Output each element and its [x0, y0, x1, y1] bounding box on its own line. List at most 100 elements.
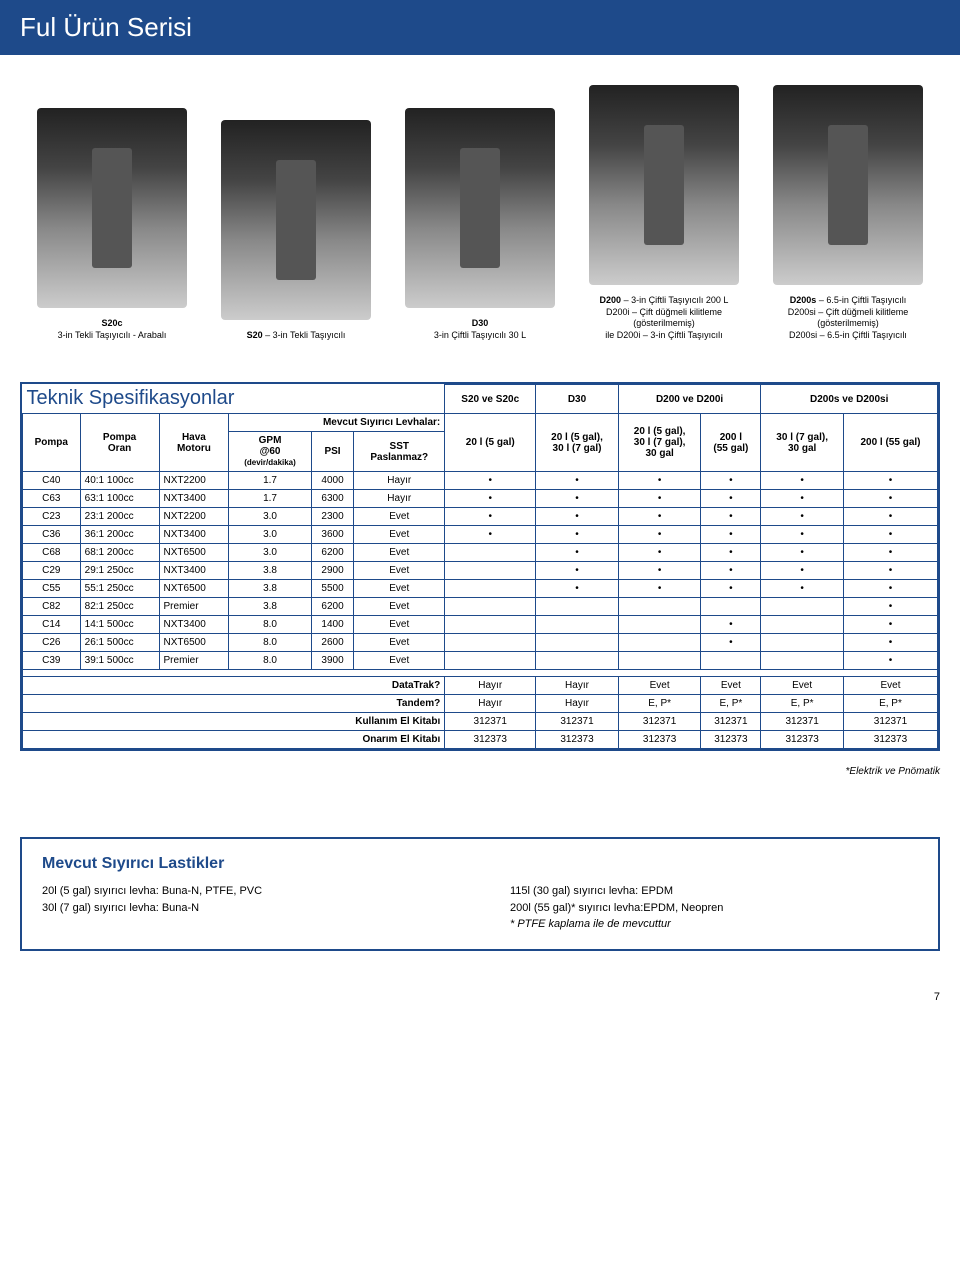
- table-cell: NXT3400: [159, 490, 229, 508]
- footer-cell: 312373: [445, 731, 536, 749]
- product-line: D200si – 6.5-in Çiftli Taşıyıcılı: [789, 330, 907, 340]
- table-cell: C14: [23, 616, 81, 634]
- footer-cell: Hayır: [536, 695, 619, 713]
- footer-cell: 312371: [761, 713, 844, 731]
- table-cell: [761, 616, 844, 634]
- table-cell: [701, 652, 761, 670]
- product-line: – 6.5-in Çiftli Taşıyıcılı: [819, 295, 906, 305]
- table-cell: •: [445, 526, 536, 544]
- table-row: C3939:1 500ccPremier8.03900Evet•: [23, 652, 938, 670]
- gpm-label: GPM@60: [259, 435, 282, 457]
- levhalar-label: Mevcut Sıyırıcı Levhalar:: [229, 414, 445, 432]
- table-cell: •: [701, 472, 761, 490]
- footer-label: Tandem?: [23, 695, 445, 713]
- table-cell: 26:1 500cc: [80, 634, 159, 652]
- table-cell: •: [761, 490, 844, 508]
- table-cell: •: [843, 490, 937, 508]
- table-cell: Premier: [159, 652, 229, 670]
- spec-group-head: D30: [536, 384, 619, 414]
- table-footer-row: Kullanım El Kitabı3123713123713123713123…: [23, 713, 938, 731]
- table-cell: [618, 634, 701, 652]
- table-cell: [761, 598, 844, 616]
- wiper-line: 20l (5 gal) sıyırıcı levha: Buna-N, PTFE…: [42, 883, 450, 900]
- levhalar-col: 200 l(55 gal): [701, 414, 761, 472]
- table-cell: •: [536, 526, 619, 544]
- table-cell: •: [536, 544, 619, 562]
- table-cell: NXT2200: [159, 508, 229, 526]
- spec-footnote: *Elektrik ve Pnömatik: [0, 761, 960, 777]
- table-cell: •: [701, 508, 761, 526]
- product-col-d30: D30 3-in Çiftli Taşıyıcılı 30 L: [395, 108, 565, 341]
- spec-group-head: S20 ve S20c: [445, 384, 536, 414]
- table-cell: •: [618, 508, 701, 526]
- spec-group-head: D200s ve D200si: [761, 384, 938, 414]
- footer-label: Kullanım El Kitabı: [23, 713, 445, 731]
- spec-group-head: D200 ve D200i: [618, 384, 761, 414]
- levhalar-col: 200 l (55 gal): [843, 414, 937, 472]
- table-cell: NXT3400: [159, 526, 229, 544]
- footer-cell: Evet: [761, 677, 844, 695]
- table-cell: •: [536, 490, 619, 508]
- table-cell: 1.7: [229, 472, 311, 490]
- table-cell: Evet: [354, 526, 445, 544]
- table-cell: Evet: [354, 598, 445, 616]
- product-image: [589, 85, 739, 285]
- footer-cell: Hayır: [536, 677, 619, 695]
- table-cell: 4000: [311, 472, 354, 490]
- table-cell: 3.0: [229, 526, 311, 544]
- table-cell: [618, 652, 701, 670]
- table-cell: [445, 652, 536, 670]
- table-cell: Evet: [354, 544, 445, 562]
- product-caption: S20 – 3-in Tekli Taşıyıcılı: [211, 330, 381, 342]
- footer-cell: Evet: [618, 677, 701, 695]
- col-header-psi: PSI: [311, 432, 354, 472]
- table-cell: C26: [23, 634, 81, 652]
- product-bold: D200s: [790, 295, 817, 305]
- product-col-d200s: D200s – 6.5-in Çiftli Taşıyıcılı D200si …: [763, 85, 933, 342]
- table-cell: •: [843, 562, 937, 580]
- table-cell: 5500: [311, 580, 354, 598]
- table-cell: 68:1 200cc: [80, 544, 159, 562]
- levhalar-col: 30 l (7 gal),30 gal: [761, 414, 844, 472]
- table-row: C4040:1 100ccNXT22001.74000Hayır••••••: [23, 472, 938, 490]
- table-cell: [761, 634, 844, 652]
- table-cell: •: [536, 472, 619, 490]
- footer-cell: E, P*: [843, 695, 937, 713]
- product-image: [773, 85, 923, 285]
- table-cell: •: [843, 616, 937, 634]
- table-footer-row: DataTrak?HayırHayırEvetEvetEvetEvet: [23, 677, 938, 695]
- col-header-pompa: Pompa: [23, 414, 81, 472]
- spec-table: Teknik Spesifikasyonlar S20 ve S20c D30 …: [22, 384, 938, 750]
- table-cell: [445, 580, 536, 598]
- levhalar-col: 20 l (5 gal): [445, 414, 536, 472]
- table-cell: 55:1 250cc: [80, 580, 159, 598]
- table-cell: •: [843, 580, 937, 598]
- spec-footer-body: DataTrak?HayırHayırEvetEvetEvetEvetTande…: [23, 677, 938, 749]
- table-cell: C82: [23, 598, 81, 616]
- table-cell: NXT6500: [159, 580, 229, 598]
- table-cell: •: [843, 598, 937, 616]
- table-cell: •: [843, 526, 937, 544]
- footer-cell: 312373: [701, 731, 761, 749]
- page-number: 7: [0, 981, 960, 1023]
- footer-cell: E, P*: [761, 695, 844, 713]
- table-cell: 6200: [311, 598, 354, 616]
- spec-table-wrap: Teknik Spesifikasyonlar S20 ve S20c D30 …: [20, 382, 940, 752]
- table-cell: [445, 562, 536, 580]
- table-cell: Evet: [354, 508, 445, 526]
- table-cell: C39: [23, 652, 81, 670]
- footer-cell: Evet: [701, 677, 761, 695]
- footer-cell: Hayır: [445, 695, 536, 713]
- table-cell: [536, 634, 619, 652]
- footer-cell: 312371: [536, 713, 619, 731]
- product-line: – 3-in Çiftli Taşıyıcılı 200 L: [624, 295, 729, 305]
- levhalar-col: 20 l (5 gal),30 l (7 gal),30 gal: [618, 414, 701, 472]
- table-cell: •: [701, 580, 761, 598]
- table-cell: 14:1 500cc: [80, 616, 159, 634]
- table-cell: [536, 598, 619, 616]
- footer-cell: 312371: [445, 713, 536, 731]
- table-cell: [536, 652, 619, 670]
- product-bold: D200: [600, 295, 622, 305]
- table-cell: Premier: [159, 598, 229, 616]
- wiper-title: Mevcut Sıyırıcı Lastikler: [42, 855, 918, 873]
